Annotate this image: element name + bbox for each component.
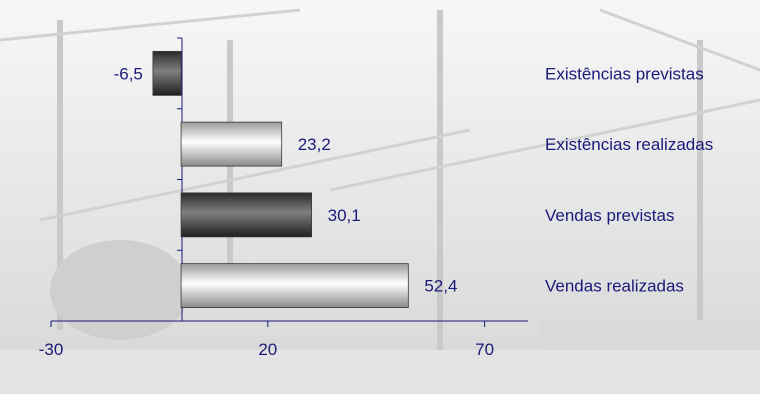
category-label: Vendas previstas <box>545 206 674 225</box>
value-labels-group: -6,5 23,2 30,1 52,4 <box>114 64 458 295</box>
bar-1 <box>152 50 182 96</box>
value-label: 30,1 <box>328 206 361 225</box>
bar-2 <box>180 121 283 167</box>
value-label: 52,4 <box>424 277 457 296</box>
x-axis-tick-labels: -30 20 70 <box>39 340 494 359</box>
value-label: -6,5 <box>114 64 143 83</box>
bar-4 <box>180 263 409 309</box>
category-label: Existências realizadas <box>545 135 713 154</box>
category-label: Existências previstas <box>545 64 704 83</box>
x-tick-label: 20 <box>258 340 277 359</box>
x-tick-label: 70 <box>475 340 494 359</box>
bars-group <box>152 50 409 309</box>
category-labels-group: Existências previstas Existências realiza… <box>545 64 713 295</box>
x-axis-ticks <box>50 321 486 327</box>
x-tick-label: -30 <box>39 340 64 359</box>
bar-3 <box>180 192 313 238</box>
category-label: Vendas realizadas <box>545 277 684 296</box>
y-axis-ticks <box>177 37 182 322</box>
value-label: 23,2 <box>298 135 331 154</box>
